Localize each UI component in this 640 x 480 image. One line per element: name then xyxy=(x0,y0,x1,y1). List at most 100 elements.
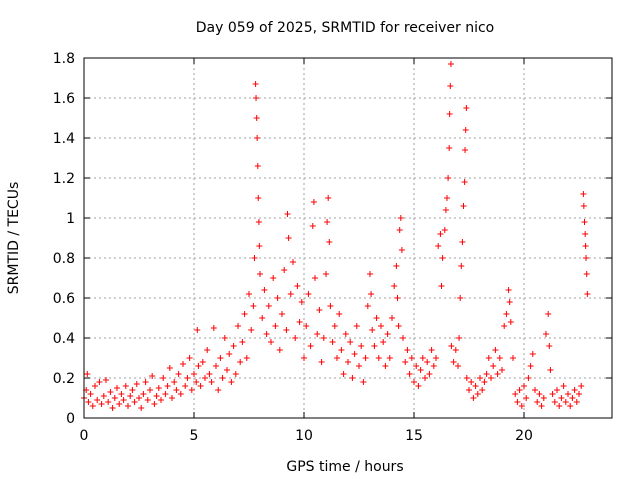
data-point xyxy=(316,307,323,313)
data-point xyxy=(389,315,395,321)
data-point xyxy=(349,375,356,381)
data-point xyxy=(149,373,156,379)
data-point xyxy=(290,259,296,265)
data-point xyxy=(259,315,266,321)
data-point xyxy=(455,363,461,369)
chart-title: Day 059 of 2025, SRMTID for receiver nic… xyxy=(196,20,494,36)
data-point xyxy=(162,391,169,397)
data-point xyxy=(241,311,248,317)
data-point xyxy=(534,399,541,405)
data-point xyxy=(481,379,488,385)
data-point xyxy=(138,405,145,411)
data-point xyxy=(272,323,279,329)
data-point xyxy=(439,255,446,261)
x-tick-label: 10 xyxy=(295,428,313,444)
data-point xyxy=(204,347,211,353)
data-point xyxy=(96,379,103,385)
data-point xyxy=(261,287,268,293)
data-point xyxy=(527,363,534,369)
data-point xyxy=(351,351,358,357)
data-point xyxy=(215,387,222,393)
data-point xyxy=(549,391,556,397)
data-point xyxy=(323,271,329,277)
data-point xyxy=(543,331,549,337)
data-point xyxy=(256,243,263,249)
data-point xyxy=(268,339,274,345)
data-point xyxy=(107,389,114,395)
data-point xyxy=(441,227,448,233)
data-point xyxy=(182,383,189,389)
data-point xyxy=(347,339,354,345)
data-point xyxy=(582,243,589,249)
data-point xyxy=(226,351,233,357)
data-point xyxy=(255,219,262,225)
data-point xyxy=(364,303,371,309)
data-point xyxy=(400,335,406,341)
data-point xyxy=(506,299,513,305)
data-point xyxy=(92,383,98,389)
y-tick-label: 1.6 xyxy=(53,91,75,107)
data-point xyxy=(85,399,92,405)
data-point xyxy=(576,391,582,397)
data-point xyxy=(239,339,246,345)
y-tick-labels: 0 0.2 0.4 0.6 0.8 1 1.2 1.4 1.6 1.8 xyxy=(53,51,75,427)
data-point xyxy=(338,347,345,353)
data-point xyxy=(413,363,420,369)
data-point xyxy=(368,291,375,297)
data-point xyxy=(303,323,310,329)
data-point xyxy=(411,379,417,385)
data-point xyxy=(325,195,332,201)
data-point xyxy=(208,379,215,385)
data-point xyxy=(127,393,134,399)
data-point xyxy=(252,81,259,87)
y-tick-label: 0 xyxy=(66,411,75,427)
data-point xyxy=(492,347,499,353)
y-tick-label: 0.6 xyxy=(53,291,75,307)
data-point xyxy=(397,215,404,221)
data-point xyxy=(580,203,587,209)
data-point xyxy=(353,323,360,329)
data-point xyxy=(342,331,349,337)
data-point xyxy=(292,335,299,341)
data-point xyxy=(558,395,565,401)
data-point xyxy=(450,359,457,365)
data-point xyxy=(279,311,285,317)
data-point xyxy=(284,211,291,217)
data-point xyxy=(546,343,553,349)
data-point xyxy=(507,319,514,325)
data-point xyxy=(581,219,588,225)
data-point xyxy=(367,271,373,277)
data-point xyxy=(583,271,590,277)
axis-ticks xyxy=(83,57,612,419)
data-point xyxy=(433,355,439,361)
data-point xyxy=(255,195,262,201)
data-point xyxy=(516,387,523,393)
data-point xyxy=(371,343,378,349)
data-point xyxy=(111,395,118,401)
data-point xyxy=(582,231,589,237)
data-point xyxy=(195,363,202,369)
data-point xyxy=(369,327,376,333)
data-point xyxy=(554,387,560,393)
data-point xyxy=(228,379,235,385)
data-point xyxy=(470,395,477,401)
data-point xyxy=(417,367,424,373)
data-point xyxy=(393,263,400,269)
data-point xyxy=(160,375,167,381)
data-point xyxy=(573,399,580,405)
data-point xyxy=(472,383,479,389)
data-point xyxy=(153,393,160,399)
data-point xyxy=(499,367,505,373)
data-point xyxy=(565,391,571,397)
data-point xyxy=(446,111,453,117)
x-tick-label: 15 xyxy=(405,428,423,444)
data-point xyxy=(140,391,147,397)
data-point xyxy=(217,355,224,361)
data-point xyxy=(512,391,519,397)
data-point xyxy=(532,387,538,393)
data-point xyxy=(164,383,171,389)
plot-frame xyxy=(83,57,613,419)
data-point xyxy=(386,355,393,361)
data-point xyxy=(437,231,444,237)
data-point xyxy=(556,403,563,409)
